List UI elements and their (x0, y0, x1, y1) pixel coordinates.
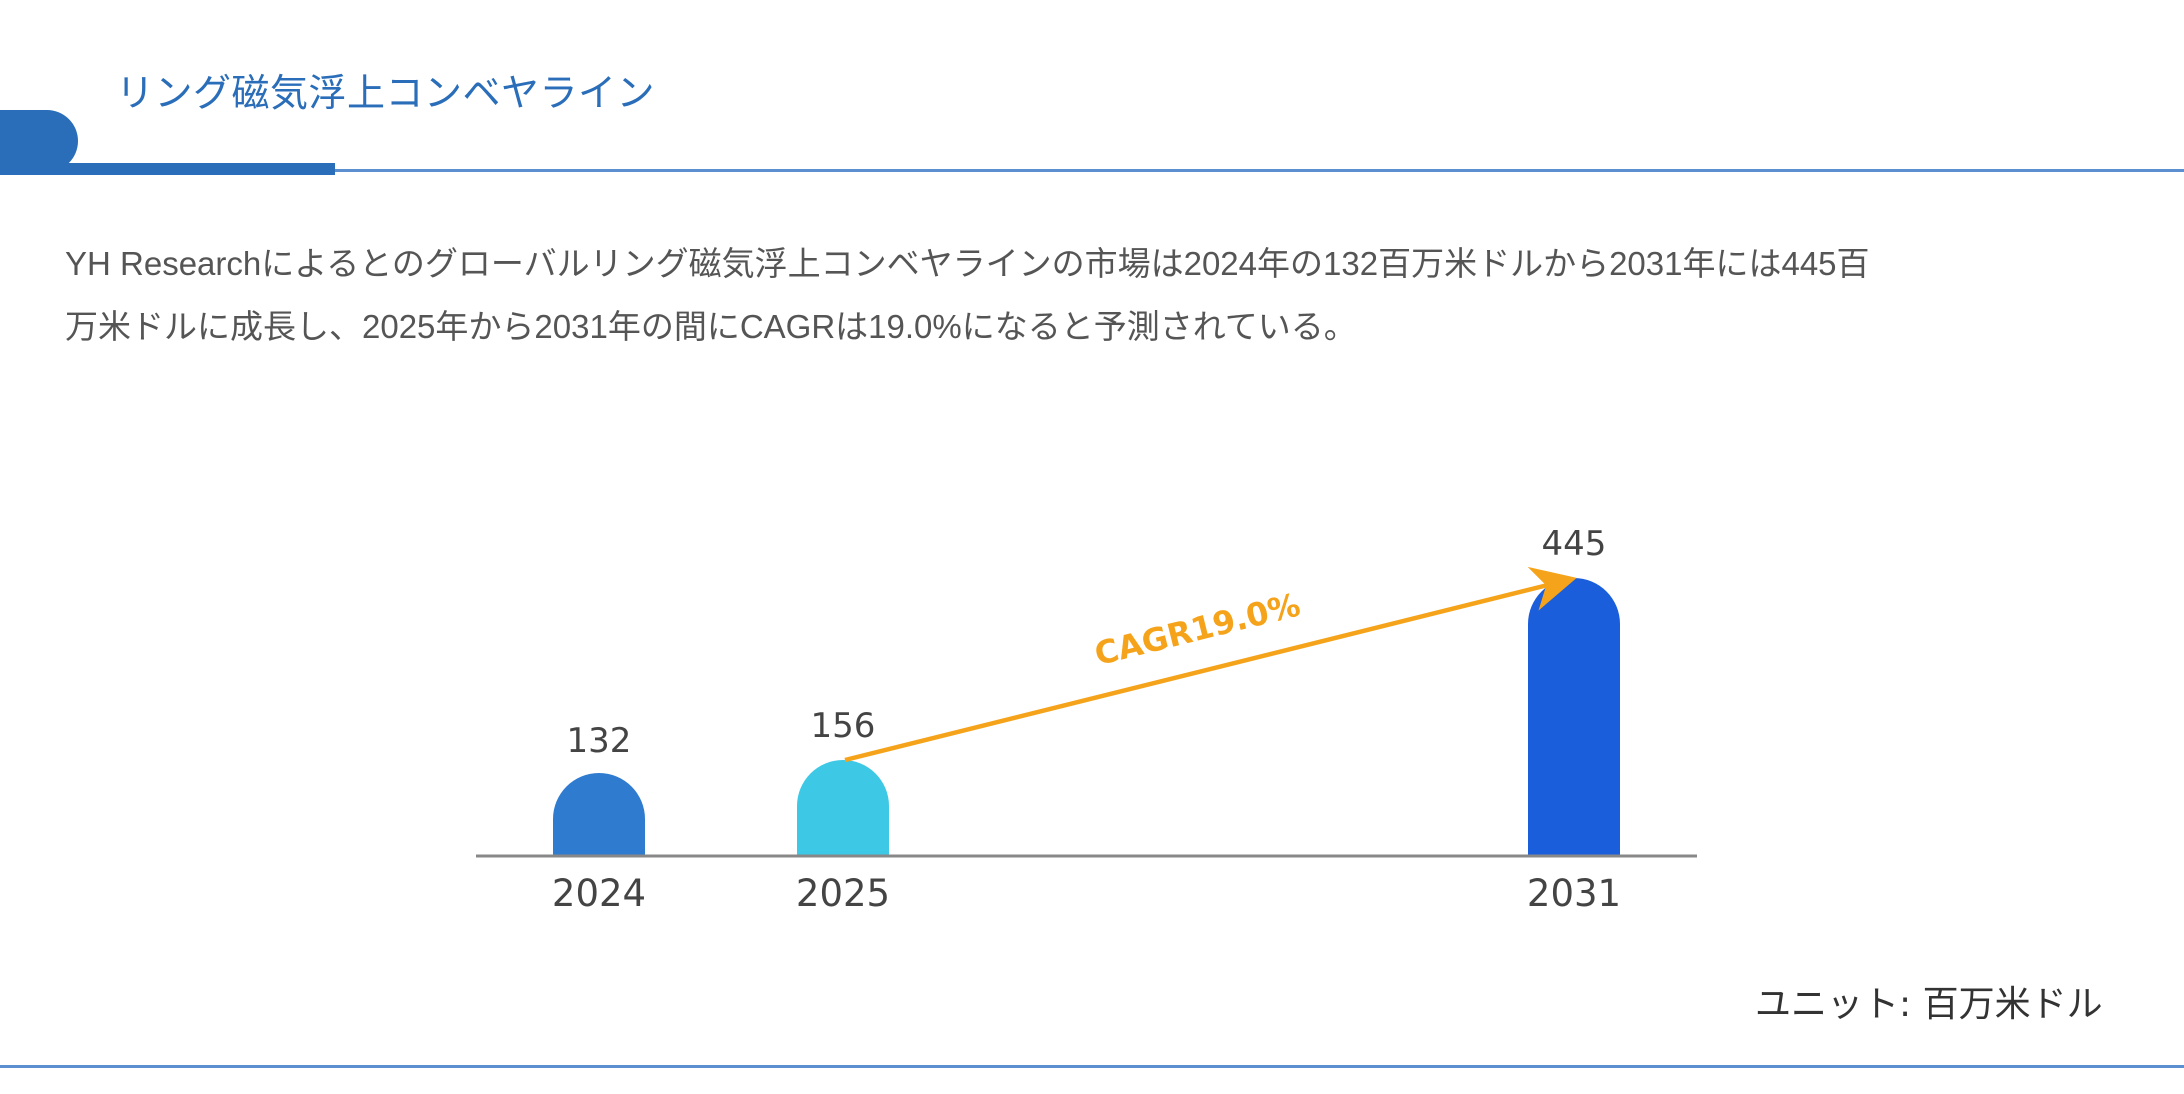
year-label-2031: 2031 (1527, 872, 1621, 915)
description-line-2: 万米ドルに成長し、2025年から2031年の間にCAGRは19.0%になると予測… (65, 308, 1357, 345)
value-label-2031: 445 (1542, 524, 1607, 564)
description-line-1: YH Researchによるとのグローバルリング磁気浮上コンベヤラインの市場は2… (65, 245, 1870, 282)
market-description: YH Researchによるとのグローバルリング磁気浮上コンベヤラインの市場は2… (65, 232, 2125, 358)
footer-divider (0, 1065, 2184, 1068)
value-label-2024: 132 (567, 721, 632, 761)
header-accent-bar (0, 163, 335, 175)
section-title: リング磁気浮上コンベヤライン (116, 71, 656, 115)
unit-label: ユニット: 百万米ドル (1755, 984, 2103, 1025)
year-label-2024: 2024 (552, 872, 646, 915)
value-label-2025: 156 (811, 706, 876, 746)
year-label-2025: 2025 (796, 872, 890, 915)
bar-2024 (553, 773, 645, 856)
cagr-arrow (844, 566, 1577, 763)
header-tab-decoration (0, 110, 78, 172)
bar-2025 (797, 760, 889, 856)
bar-2031 (1528, 578, 1620, 856)
header-divider (0, 169, 2184, 172)
cagr-label: CAGR19.0% (1091, 585, 1304, 673)
